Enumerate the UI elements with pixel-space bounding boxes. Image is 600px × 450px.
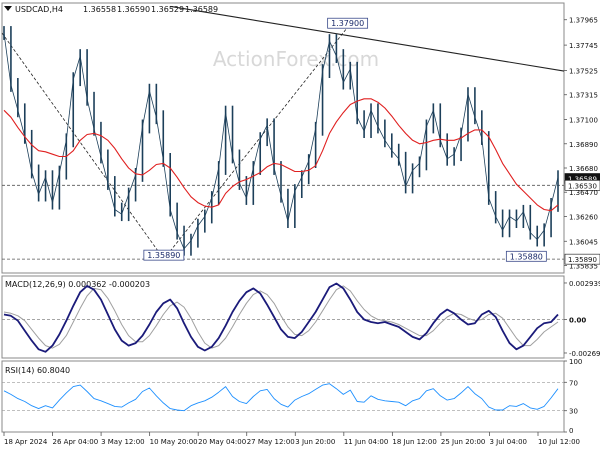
watermark: ActionForex.com xyxy=(213,47,379,71)
rsi-line xyxy=(3,383,559,412)
x-axis: 18 Apr 2024 26 Apr 04:00 3 May 12:00 10 May… xyxy=(3,432,580,446)
rsi-y-tick-label: 30 xyxy=(569,408,578,416)
price-y-tick-label: 1.36260 xyxy=(569,213,598,221)
ohlc-open: 1.36558 xyxy=(83,5,116,14)
trendline xyxy=(1,32,165,260)
price-tag-box xyxy=(564,253,600,265)
swing-annotations: 1.35890 1.37900 1.35880 xyxy=(143,17,547,262)
rsi-y-axis: 100 70 30 0 xyxy=(564,358,582,435)
macd-label: MACD(12,26,9) 0.000362 -0.000203 xyxy=(5,280,150,289)
macd-y-tick-label: 0.00 xyxy=(569,316,586,324)
x-tick-label: 3 May 12:00 xyxy=(101,438,145,446)
swing-label-box xyxy=(505,250,547,262)
swing-label: 1.35890 xyxy=(147,251,180,260)
trendlines xyxy=(1,5,565,260)
price-y-tick-label: 1.36045 xyxy=(569,238,598,246)
x-tick-label: 20 May 04:00 xyxy=(198,438,246,446)
macd-y-tick-label: -0.002696 xyxy=(569,350,600,358)
swing-label: 1.37900 xyxy=(331,19,364,28)
price-tag-box xyxy=(564,180,600,191)
macd-panel: MACD(12,26,9) 0.000362 -0.000203 0.00293… xyxy=(1,275,600,359)
swing-label-box xyxy=(327,17,369,29)
x-tick-label: 18 Jun 12:00 xyxy=(392,438,436,446)
swing-label: 1.35880 xyxy=(510,252,543,261)
ohlc-low: 1.36529 xyxy=(151,5,184,14)
rsi-panel-frame xyxy=(1,360,565,433)
moving-average-line xyxy=(3,98,559,212)
x-tick-label: 11 Jun 04:00 xyxy=(344,438,388,446)
x-tick-label: 18 Apr 2024 xyxy=(4,438,48,446)
price-series xyxy=(3,26,559,256)
macd-y-tick-label: 0.002939 xyxy=(569,280,600,288)
x-tick-label: 25 Jun 20:00 xyxy=(441,438,485,446)
signal-line xyxy=(3,285,559,349)
price-reference-lines xyxy=(2,184,564,260)
price-tag-label: 1.36530 xyxy=(568,182,597,190)
price-y-tick-label: 1.36680 xyxy=(569,165,598,173)
price-y-tick-label: 1.37965 xyxy=(569,17,598,25)
rsi-label: RSI(14) 60.8040 xyxy=(5,366,70,375)
price-y-tick-label: 1.37525 xyxy=(569,68,598,76)
x-tick-label: 3 Jun 20:00 xyxy=(295,438,335,446)
trendline xyxy=(170,5,565,72)
x-tick-label: 3 Jul 04:00 xyxy=(489,438,527,446)
macd-y-axis: 0.002939 0.00 -0.002696 xyxy=(564,280,600,358)
swing-label-box xyxy=(143,249,185,261)
price-line xyxy=(3,32,559,250)
ohlc-close: 1.36589 xyxy=(185,5,218,14)
trendline xyxy=(163,26,348,260)
rsi-series xyxy=(3,383,559,412)
price-y-tick-label: 1.37745 xyxy=(569,42,598,50)
x-tick-label: 26 Apr 04:00 xyxy=(53,438,99,446)
price-y-tick-label: 1.36890 xyxy=(569,141,598,149)
rsi-panel: RSI(14) 60.8040 100 70 30 0 xyxy=(1,358,582,435)
price-panel-frame xyxy=(1,2,565,274)
macd-series xyxy=(3,282,559,353)
price-title: USDCAD,H4 xyxy=(15,5,63,14)
price-y-tick-label: 1.36470 xyxy=(569,189,598,197)
price-panel: ActionForex.com USDCAD,H4 1.36558 1.3659… xyxy=(1,2,600,274)
rsi-y-tick-label: 70 xyxy=(569,379,578,387)
price-y-tick-label: 1.37100 xyxy=(569,117,598,125)
price-y-tick-label: 1.35835 xyxy=(569,263,598,271)
collapse-arrow-icon[interactable] xyxy=(4,6,12,11)
x-tick-label: 27 May 12:00 xyxy=(247,438,295,446)
x-tick-label: 10 Jul 12:00 xyxy=(538,438,580,446)
price-y-axis: 1.37965 1.37745 1.37525 1.37315 1.37100 1.368… xyxy=(564,17,600,271)
rsi-reference-lines xyxy=(2,381,564,412)
rsi-y-tick-label: 0 xyxy=(569,427,573,435)
price-y-tick-label: 1.37315 xyxy=(569,92,598,100)
ohlc-high: 1.36590 xyxy=(117,5,150,14)
rsi-y-tick-label: 100 xyxy=(569,358,582,366)
price-tag-label: 1.35890 xyxy=(568,256,597,264)
x-tick-label: 10 May 20:00 xyxy=(150,438,198,446)
macd-panel-frame xyxy=(1,275,565,359)
price-tag-label: 1.36589 xyxy=(568,176,597,184)
macd-line xyxy=(3,282,559,353)
